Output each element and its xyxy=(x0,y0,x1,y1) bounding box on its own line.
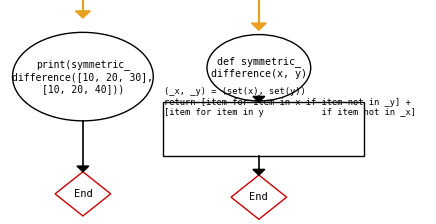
Polygon shape xyxy=(55,172,111,216)
Text: def symmetric_
difference(x, y): def symmetric_ difference(x, y) xyxy=(211,56,307,79)
Polygon shape xyxy=(253,96,265,102)
Polygon shape xyxy=(77,166,89,172)
Text: End: End xyxy=(249,192,268,202)
Bar xyxy=(163,102,364,156)
Text: End: End xyxy=(74,189,92,199)
Polygon shape xyxy=(252,23,266,30)
Polygon shape xyxy=(231,175,286,219)
Polygon shape xyxy=(75,11,90,18)
Ellipse shape xyxy=(207,34,311,101)
Text: (_x, _y) = (set(x), set(y))
return [item for item in x if item not in _y] +
[ite: (_x, _y) = (set(x), set(y)) return [item… xyxy=(164,87,416,117)
Ellipse shape xyxy=(13,32,153,121)
Polygon shape xyxy=(253,169,265,175)
Text: print(symmetric_
difference([10, 20, 30],
[10, 20, 40])): print(symmetric_ difference([10, 20, 30]… xyxy=(12,60,153,94)
